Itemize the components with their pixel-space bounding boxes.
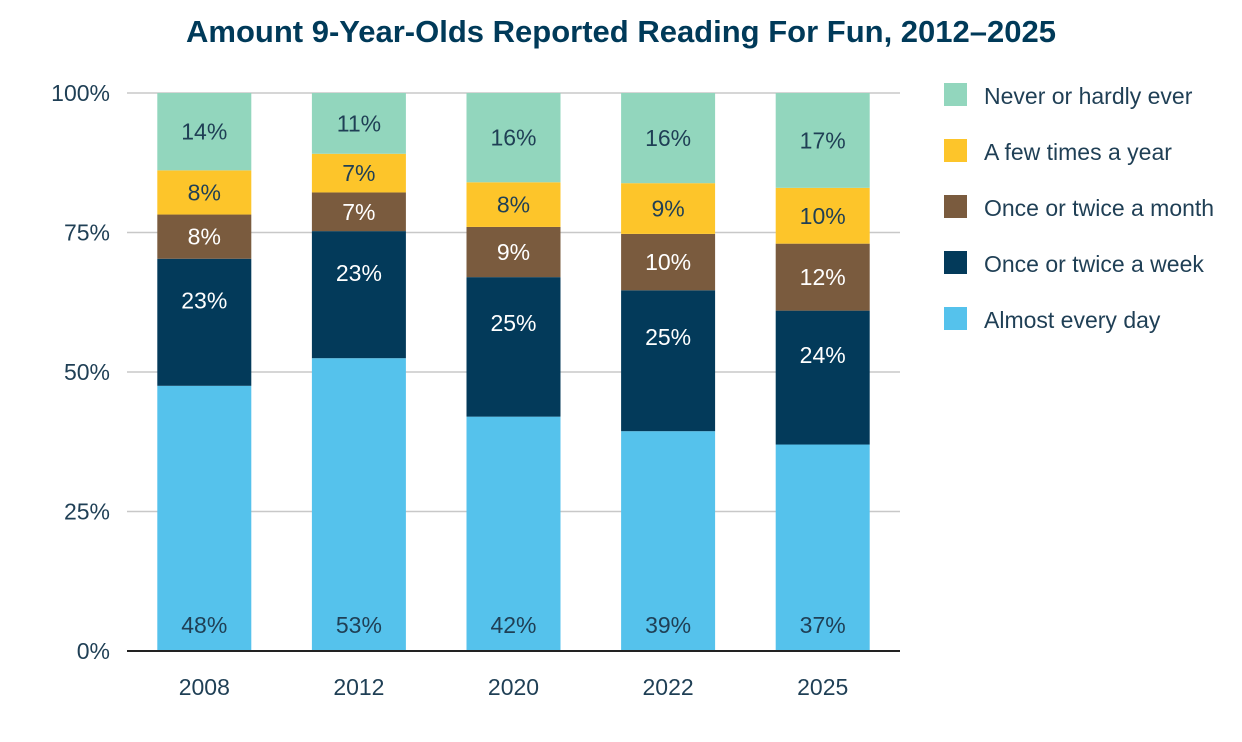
bar-segment	[775, 243, 870, 311]
bar-segment	[157, 170, 252, 215]
data-label: 23%	[336, 260, 382, 286]
bar-segment	[311, 93, 406, 154]
bar-segment	[466, 277, 561, 417]
legend-label: A few times a year	[984, 139, 1172, 165]
legend-label: Once or twice a week	[984, 251, 1204, 277]
data-label: 9%	[497, 239, 530, 265]
bar-segment	[311, 358, 406, 651]
data-label: 17%	[800, 127, 846, 153]
legend-swatch	[944, 83, 967, 106]
data-label: 14%	[181, 119, 227, 145]
legend-label: Once or twice a month	[984, 195, 1214, 221]
data-label: 25%	[490, 310, 536, 336]
bar-segment	[621, 431, 716, 651]
bar-segment	[775, 310, 870, 445]
bar-segment	[775, 187, 870, 244]
bar-segment	[157, 214, 252, 259]
data-label: 25%	[645, 324, 691, 350]
legend: Never or hardly ever A few times a year On…	[944, 83, 1214, 333]
y-tick-label: 25%	[64, 499, 110, 525]
x-axis-ticks: 2008 2012 2020 2022 2025	[179, 674, 849, 700]
bars	[157, 93, 870, 651]
bar-segment	[311, 231, 406, 359]
legend-swatch	[944, 251, 967, 274]
data-label: 24%	[800, 342, 846, 368]
chart-title: Amount 9-Year-Olds Reported Reading For …	[186, 14, 1056, 49]
legend-swatch	[944, 195, 967, 218]
data-label: 23%	[181, 288, 227, 314]
x-tick-label: 2025	[797, 674, 848, 700]
data-label: 16%	[490, 125, 536, 151]
data-label: 10%	[645, 249, 691, 275]
x-tick-label: 2012	[333, 674, 384, 700]
bar-segment	[775, 93, 870, 188]
bar-segment	[621, 290, 716, 432]
data-label: 11%	[337, 110, 381, 136]
data-label: 39%	[645, 612, 691, 638]
x-tick-label: 2008	[179, 674, 230, 700]
y-axis-ticks: 0% 25% 50% 75% 100%	[51, 80, 110, 664]
bar-segment	[621, 233, 716, 291]
data-label: 8%	[188, 224, 221, 250]
bar-segment	[311, 153, 406, 193]
bar-segment	[466, 182, 561, 227]
y-tick-label: 75%	[64, 220, 110, 246]
bar-segment	[157, 93, 252, 171]
bar-segment	[621, 183, 716, 234]
data-labels: 48% 23% 8% 8% 14% 53% 23% 7% 7% 11% 42% 25% 9% 8% 16% 3…	[181, 110, 845, 638]
data-label: 7%	[342, 160, 375, 186]
data-label: 9%	[651, 196, 684, 222]
y-tick-label: 0%	[77, 638, 110, 664]
x-tick-label: 2020	[488, 674, 539, 700]
data-label: 7%	[342, 199, 375, 225]
y-tick-label: 100%	[51, 80, 110, 106]
legend-label: Never or hardly ever	[984, 83, 1193, 109]
data-label: 42%	[490, 612, 536, 638]
bar-segment	[311, 192, 406, 232]
bar-segment	[466, 416, 561, 651]
data-label: 53%	[336, 612, 382, 638]
legend-label: Almost every day	[984, 307, 1161, 333]
bar-segment	[157, 258, 252, 386]
data-label: 48%	[181, 612, 227, 638]
bar-segment	[466, 93, 561, 183]
legend-swatch	[944, 139, 967, 162]
x-tick-label: 2022	[643, 674, 694, 700]
bar-segment	[157, 385, 252, 651]
data-label: 10%	[800, 203, 846, 229]
data-label: 16%	[645, 125, 691, 151]
legend-swatch	[944, 307, 967, 330]
bar-segment	[466, 226, 561, 278]
data-label: 8%	[497, 192, 530, 218]
bar-segment	[775, 444, 870, 651]
data-label: 8%	[188, 179, 221, 205]
data-label: 12%	[800, 264, 846, 290]
y-tick-label: 50%	[64, 359, 110, 385]
data-label: 37%	[800, 612, 846, 638]
bar-segment	[621, 93, 716, 184]
